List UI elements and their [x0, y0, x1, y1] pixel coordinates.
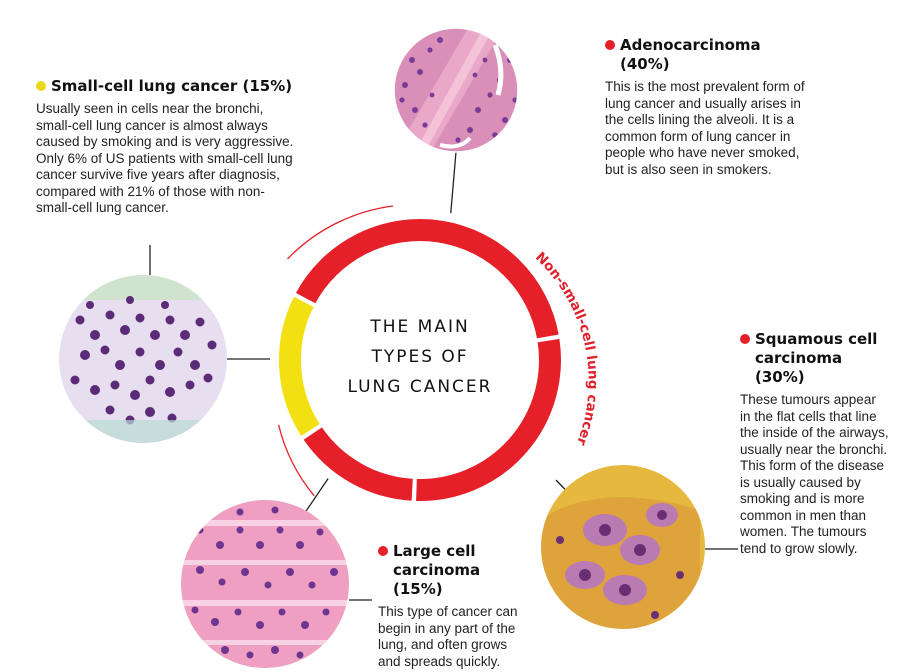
- large-cell-heading: Large cell carcinoma (15%): [378, 542, 528, 599]
- squamous-heading-text: Squamous cell carcinoma (30%): [755, 330, 878, 386]
- large-cell-block: Large cell carcinoma (15%) This type of …: [378, 542, 528, 670]
- large-cell-micrograph: [181, 500, 349, 668]
- title-line-1: THE MAIN: [369, 317, 469, 337]
- small-cell-heading: Small-cell lung cancer (15%): [36, 77, 298, 96]
- adenocarcinoma-block: Adenocarcinoma (40%) This is the most pr…: [605, 36, 810, 178]
- red-dot-icon: [740, 334, 750, 344]
- ring-segment-large-cell: [300, 424, 415, 503]
- squamous-block: Squamous cell carcinoma (30%) These tumo…: [740, 330, 890, 557]
- squamous-micrograph: [541, 465, 705, 629]
- yellow-dot-icon: [36, 81, 46, 91]
- ring-segments: [277, 217, 563, 503]
- squamous-body: These tumours appear in the flat cells t…: [740, 392, 889, 556]
- adenocarcinoma-heading-text: Adenocarcinoma (40%): [620, 36, 761, 73]
- large-cell-body: This type of cancer can begin in any par…: [378, 604, 518, 669]
- adenocarcinoma-micrograph: [394, 28, 518, 152]
- connector-adenocarcinoma: [449, 151, 457, 223]
- red-dot-icon: [378, 546, 388, 556]
- outer-arc-lines: [277, 205, 394, 497]
- small-cell-heading-text: Small-cell lung cancer (15%): [51, 77, 293, 95]
- adenocarcinoma-heading: Adenocarcinoma (40%): [605, 36, 810, 74]
- red-dot-icon: [605, 40, 615, 50]
- small-cell-block: Small-cell lung cancer (15%) Usually see…: [36, 77, 298, 217]
- ring-segment-squamous: [414, 336, 563, 503]
- small-cell-body: Usually seen in cells near the bronchi, …: [36, 101, 294, 215]
- title-line-2: TYPES OF: [370, 347, 468, 367]
- donut-ring: [270, 210, 570, 510]
- diagram-title: THE MAIN TYPES OF LUNG CANCER: [347, 317, 492, 397]
- large-cell-heading-text: Large cell carcinoma (15%): [393, 542, 481, 598]
- ring-segment-adenocarcinoma: [293, 217, 562, 341]
- squamous-heading: Squamous cell carcinoma (30%): [740, 330, 890, 387]
- small-cell-micrograph: [59, 275, 227, 443]
- ring-segment-small-cell: [277, 294, 323, 439]
- adenocarcinoma-body: This is the most prevalent form of lung …: [605, 79, 805, 177]
- title-line-3: LUNG CANCER: [347, 377, 492, 397]
